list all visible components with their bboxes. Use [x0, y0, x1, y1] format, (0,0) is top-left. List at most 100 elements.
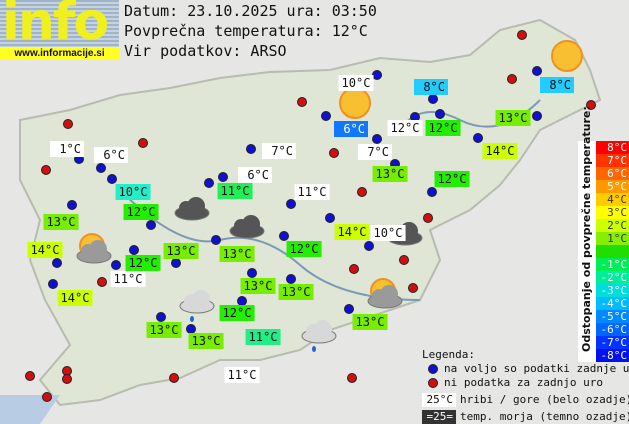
temperature-label[interactable]: 12°C	[434, 171, 470, 187]
temperature-label[interactable]: 13°C	[146, 322, 182, 338]
red-station-dot[interactable]	[349, 264, 359, 274]
blue-station-dot[interactable]	[435, 109, 445, 119]
blue-station-dot[interactable]	[171, 258, 181, 268]
temperature-label[interactable]: 11°C	[245, 329, 281, 345]
data-source: Vir podatkov: ARSO	[124, 42, 287, 60]
red-station-dot[interactable]	[62, 374, 72, 384]
temperature-label[interactable]: 6°C	[334, 121, 368, 137]
blue-station-dot[interactable]	[428, 94, 438, 104]
red-station-dot[interactable]	[297, 97, 307, 107]
blue-station-dot[interactable]	[52, 258, 62, 268]
cloud-rain-icon	[179, 290, 215, 322]
temperature-label[interactable]: 11°C	[217, 183, 253, 199]
red-station-dot[interactable]	[507, 74, 517, 84]
blue-station-dot[interactable]	[129, 245, 139, 255]
blue-station-dot[interactable]	[211, 235, 221, 245]
temperature-label[interactable]: 10°C	[115, 184, 151, 200]
blue-station-dot[interactable]	[96, 163, 106, 173]
temperature-label[interactable]: 12°C	[387, 120, 423, 136]
red-station-dot[interactable]	[169, 373, 179, 383]
temperature-label[interactable]: 12°C	[425, 120, 461, 136]
temperature-label[interactable]: 13°C	[163, 243, 199, 259]
red-station-dot[interactable]	[138, 138, 148, 148]
blue-station-dot[interactable]	[473, 133, 483, 143]
blue-station-dot[interactable]	[107, 174, 117, 184]
blue-station-dot[interactable]	[156, 312, 166, 322]
temperature-label[interactable]: 14°C	[334, 224, 370, 240]
temperature-label[interactable]: 14°C	[27, 242, 63, 258]
temperature-label[interactable]: 13°C	[278, 284, 314, 300]
blue-station-dot[interactable]	[246, 144, 256, 154]
scale-step	[596, 245, 629, 258]
blue-station-dot[interactable]	[427, 187, 437, 197]
temperature-label[interactable]: 12°C	[125, 255, 161, 271]
temperature-label[interactable]: 1°C	[50, 141, 84, 157]
temperature-label[interactable]: 8°C	[414, 79, 448, 95]
temperature-label[interactable]: 10°C	[338, 75, 374, 91]
logo[interactable]: info www.informacije.si	[0, 0, 119, 60]
blue-station-dot[interactable]	[344, 304, 354, 314]
red-station-dot[interactable]	[329, 148, 339, 158]
red-station-dot[interactable]	[423, 213, 433, 223]
red-station-dot[interactable]	[41, 165, 51, 175]
temperature-label[interactable]: 11°C	[294, 184, 330, 200]
scale-step: 8°C	[596, 141, 629, 154]
logo-url[interactable]: www.informacije.si	[0, 47, 119, 60]
blue-station-dot[interactable]	[286, 199, 296, 209]
temperature-label[interactable]: 11°C	[224, 367, 260, 383]
temperature-label[interactable]: 12°C	[219, 305, 255, 321]
red-station-dot[interactable]	[408, 283, 418, 293]
temperature-label[interactable]: 14°C	[482, 143, 518, 159]
temperature-label[interactable]: 12°C	[123, 204, 159, 220]
red-station-dot[interactable]	[586, 100, 596, 110]
blue-station-dot[interactable]	[532, 111, 542, 121]
temperature-label[interactable]: 13°C	[352, 314, 388, 330]
scale-step: 3°C	[596, 206, 629, 219]
blue-station-dot[interactable]	[218, 172, 228, 182]
blue-station-dot[interactable]	[67, 200, 77, 210]
legend-blue: na voljo so podatki zadnje ure	[444, 362, 629, 375]
blue-station-dot[interactable]	[247, 268, 257, 278]
blue-station-dot[interactable]	[146, 220, 156, 230]
blue-station-dot[interactable]	[372, 134, 382, 144]
red-station-dot[interactable]	[347, 373, 357, 383]
temperature-label[interactable]: 7°C	[262, 143, 296, 159]
red-station-dot[interactable]	[399, 255, 409, 265]
temperature-label[interactable]: 14°C	[57, 290, 93, 306]
red-station-dot[interactable]	[357, 187, 367, 197]
temperature-label[interactable]: 6°C	[238, 167, 272, 183]
blue-station-dot[interactable]	[48, 279, 58, 289]
blue-station-dot[interactable]	[111, 260, 121, 270]
blue-station-dot[interactable]	[532, 66, 542, 76]
temperature-label[interactable]: 6°C	[94, 147, 128, 163]
scale-step: -3°C	[596, 284, 629, 297]
temperature-label[interactable]: 7°C	[358, 144, 392, 160]
temperature-label[interactable]: 13°C	[43, 214, 79, 230]
blue-station-dot[interactable]	[204, 178, 214, 188]
red-station-dot[interactable]	[97, 277, 107, 287]
temperature-label[interactable]: 13°C	[372, 166, 408, 182]
red-station-dot[interactable]	[517, 30, 527, 40]
temperature-label[interactable]: 8°C	[540, 77, 574, 93]
blue-station-dot[interactable]	[325, 213, 335, 223]
scale-step: -1°C	[596, 258, 629, 271]
temperature-label[interactable]: 12°C	[286, 241, 322, 257]
blue-station-dot[interactable]	[279, 231, 289, 241]
blue-station-dot[interactable]	[364, 241, 374, 251]
temperature-label[interactable]: 11°C	[110, 271, 146, 287]
dark-cloud-icon	[229, 215, 265, 239]
temperature-label[interactable]: 13°C	[219, 246, 255, 262]
temperature-label[interactable]: 10°C	[370, 225, 406, 241]
red-station-dot[interactable]	[25, 371, 35, 381]
blue-station-dot[interactable]	[286, 274, 296, 284]
temperature-label[interactable]: 13°C	[188, 333, 224, 349]
temperature-label[interactable]: 13°C	[495, 110, 531, 126]
blue-station-dot[interactable]	[321, 111, 331, 121]
blue-station-dot[interactable]	[372, 70, 382, 80]
red-station-dot[interactable]	[63, 119, 73, 129]
red-station-dot[interactable]	[42, 392, 52, 402]
logo-text: info	[2, 0, 109, 52]
cloud-rain-icon	[301, 320, 337, 352]
temperature-label[interactable]: 13°C	[240, 278, 276, 294]
